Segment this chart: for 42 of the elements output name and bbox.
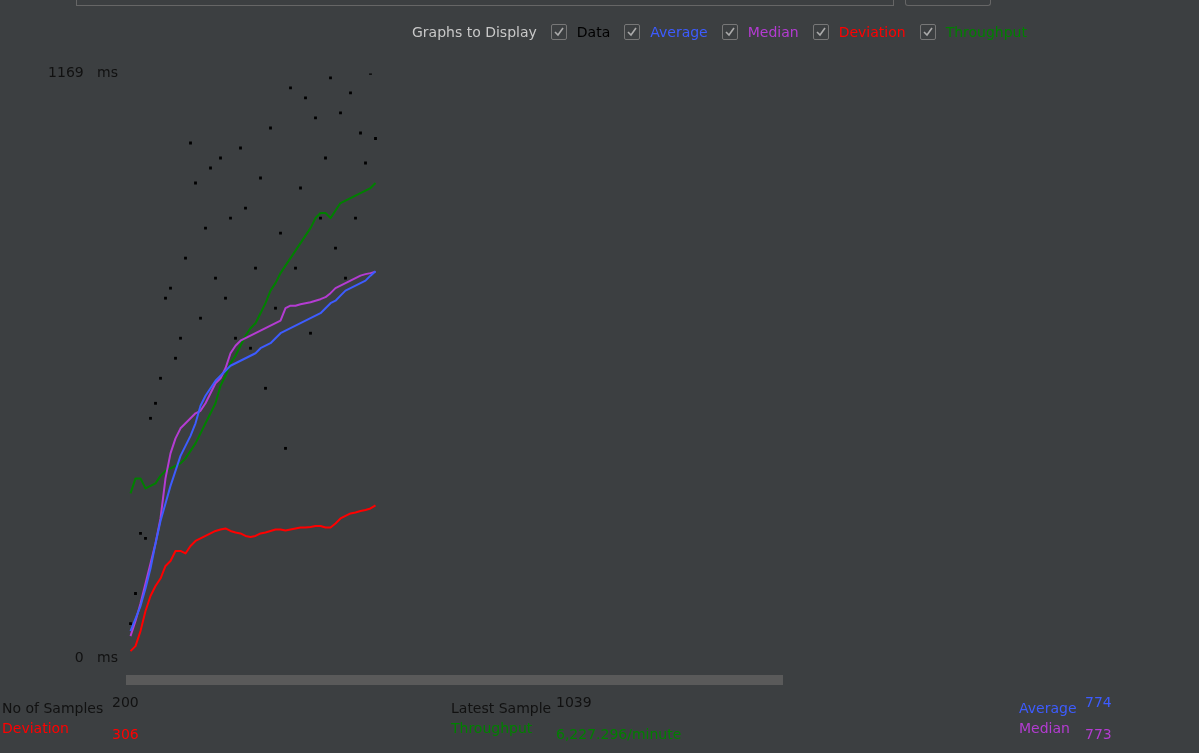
text: Throughput <box>945 24 1027 40</box>
point <box>149 416 152 420</box>
point <box>309 331 312 335</box>
point <box>234 336 237 340</box>
text: Median <box>747 24 799 40</box>
point <box>279 231 282 235</box>
point <box>249 346 252 350</box>
point <box>169 286 172 290</box>
text: Average <box>650 24 708 40</box>
point <box>374 137 377 140</box>
point <box>139 532 142 535</box>
point <box>284 446 287 450</box>
text: Throughput <box>451 720 533 736</box>
point <box>144 537 147 540</box>
legend-title: Graphs to Display <box>412 24 537 40</box>
point <box>134 592 137 595</box>
point <box>264 386 267 390</box>
point <box>254 266 257 270</box>
point <box>344 276 347 280</box>
point <box>329 76 332 80</box>
point <box>129 622 132 625</box>
point <box>179 336 182 340</box>
point <box>154 401 157 405</box>
point <box>274 306 277 310</box>
point <box>164 296 167 300</box>
text: Deviation <box>2 720 69 736</box>
text: 306 <box>112 726 139 742</box>
point <box>224 296 227 300</box>
point <box>294 266 297 270</box>
text: Median <box>1019 720 1070 736</box>
point <box>159 376 162 380</box>
text: 6,227.296/minute <box>556 726 682 742</box>
point <box>199 316 202 320</box>
text: 773 <box>1085 726 1112 742</box>
point <box>214 276 217 280</box>
text: Data <box>576 24 611 40</box>
text: Average <box>1019 700 1077 716</box>
point <box>184 256 187 260</box>
text: Deviation <box>838 24 906 40</box>
text: 774 <box>1085 694 1112 710</box>
point <box>334 246 337 250</box>
point <box>174 356 177 360</box>
